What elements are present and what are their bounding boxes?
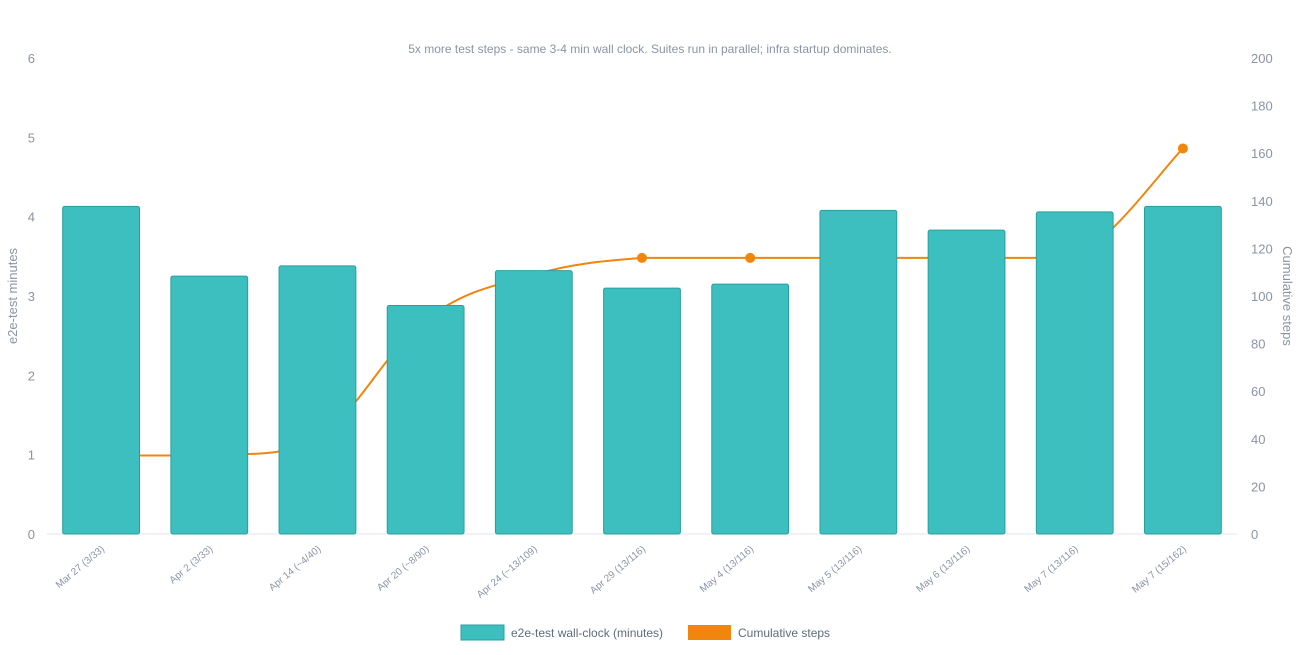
chart-subtitle: 5x more test steps - same 3-4 min wall c… — [408, 42, 892, 56]
legend-swatch-line — [688, 625, 731, 640]
line-markers — [637, 143, 1188, 263]
y-left-tick-label: 4 — [28, 210, 35, 225]
bar[interactable] — [170, 275, 249, 535]
y-axis-right-title: Cumulative steps — [1280, 246, 1295, 346]
y-right-tick-label: 20 — [1251, 479, 1265, 494]
y-left-tick-label: 5 — [28, 130, 35, 145]
x-tick-label: May 7 (13/116) — [1023, 544, 1081, 595]
y-left-tick-label: 6 — [28, 51, 35, 66]
y-right-tick-label: 200 — [1251, 51, 1273, 66]
x-tick-label: May 7 (15/162) — [1130, 544, 1189, 596]
y-axis-right: 0 20 40 60 80 100 120 140 160 180 200 — [1251, 51, 1273, 542]
legend-label-bars: e2e-test wall-clock (minutes) — [511, 626, 663, 640]
x-tick-label: May 4 (13/116) — [698, 544, 756, 595]
bar-series — [62, 205, 1222, 535]
y-right-tick-label: 60 — [1251, 384, 1265, 399]
y-right-tick-label: 0 — [1251, 527, 1258, 542]
y-right-tick-label: 160 — [1251, 146, 1273, 161]
line-point[interactable] — [745, 252, 756, 263]
x-axis: Mar 27 (3/33) Apr 2 (3/33) Apr 14 (~4/40) A… — [54, 544, 1189, 601]
y-left-tick-label: 2 — [28, 368, 35, 383]
legend: e2e-test wall-clock (minutes) Cumulative… — [460, 624, 830, 641]
y-right-tick-label: 80 — [1251, 337, 1265, 352]
bar[interactable] — [278, 265, 357, 535]
legend-swatch-bars — [460, 624, 505, 641]
x-tick-label: Apr 14 (~4/40) — [267, 544, 323, 594]
bar[interactable] — [819, 209, 898, 535]
line-point[interactable] — [637, 252, 647, 263]
bar[interactable] — [927, 229, 1006, 535]
bar[interactable] — [62, 205, 140, 535]
x-tick-label: Apr 24 (~13/109) — [475, 544, 540, 601]
legend-item-line[interactable]: Cumulative steps — [688, 625, 830, 640]
x-tick-label: Mar 27 (3/33) — [54, 544, 107, 591]
x-tick-label: May 5 (13/116) — [806, 544, 864, 595]
y-axis-left-title: e2e-test minutes — [5, 247, 20, 344]
y-left-tick-label: 1 — [28, 448, 35, 463]
y-left-tick-label: 0 — [28, 527, 35, 542]
legend-label-line: Cumulative steps — [738, 626, 830, 640]
bar[interactable] — [603, 287, 681, 535]
bar[interactable] — [1144, 205, 1222, 535]
legend-item-bars[interactable]: e2e-test wall-clock (minutes) — [460, 624, 663, 641]
x-tick-label: May 6 (13/116) — [914, 544, 972, 595]
y-right-tick-label: 100 — [1251, 289, 1273, 304]
bar[interactable] — [711, 283, 790, 535]
line-point[interactable] — [1177, 143, 1188, 154]
bar[interactable] — [494, 270, 573, 535]
y-right-tick-label: 180 — [1251, 99, 1273, 114]
y-right-tick-label: 120 — [1251, 241, 1273, 256]
y-right-tick-label: 140 — [1251, 194, 1273, 209]
x-tick-label: Apr 29 (13/116) — [588, 544, 648, 597]
x-tick-label: Apr 20 (~8/90) — [375, 544, 431, 594]
y-right-tick-label: 40 — [1251, 432, 1265, 447]
bar[interactable] — [386, 305, 465, 535]
bar[interactable] — [1035, 211, 1114, 535]
chart-title: CI e2e-test stage stays flat as the suit… — [467, 11, 834, 30]
y-axis-left: 0 1 2 3 4 5 6 — [28, 51, 35, 542]
y-left-tick-label: 3 — [28, 289, 35, 304]
x-tick-label: Apr 2 (3/33) — [168, 544, 216, 586]
